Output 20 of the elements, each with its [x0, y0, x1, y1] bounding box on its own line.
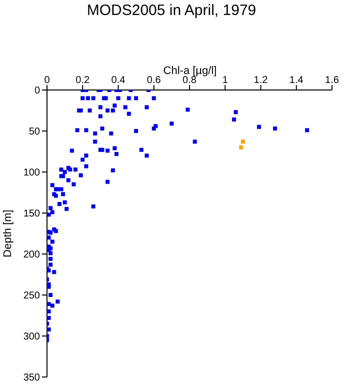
y-tick-label: 100 [23, 168, 40, 179]
x-tick-label: 1.6 [325, 75, 340, 86]
x-tick-label: 0.8 [182, 75, 197, 86]
y-tick-label: 50 [28, 126, 40, 138]
y-tick-label: 200 [23, 250, 40, 261]
y-tick-label: 350 [23, 372, 40, 384]
x-tick-label: 0.4 [111, 75, 126, 86]
x-tick-label: 0 [44, 75, 50, 86]
y-tick-label: 250 [23, 290, 40, 302]
y-tick-label: 150 [23, 208, 40, 220]
x-tick-label: 0.2 [76, 75, 90, 86]
y-axis-title: Depth [m] [2, 210, 14, 258]
x-tick-label: 1.2 [254, 75, 268, 86]
y-tick-label: 0 [34, 86, 40, 97]
chart-title: MODS2005 in April, 1979 [86, 2, 258, 19]
x-tick-label: 1.4 [289, 75, 304, 86]
y-tick-label: 300 [23, 332, 40, 343]
x-tick-label: 0.6 [146, 75, 162, 86]
x-tick-label: 1 [222, 75, 228, 86]
x-axis-title: Chl-a [µg/l] [163, 65, 217, 77]
